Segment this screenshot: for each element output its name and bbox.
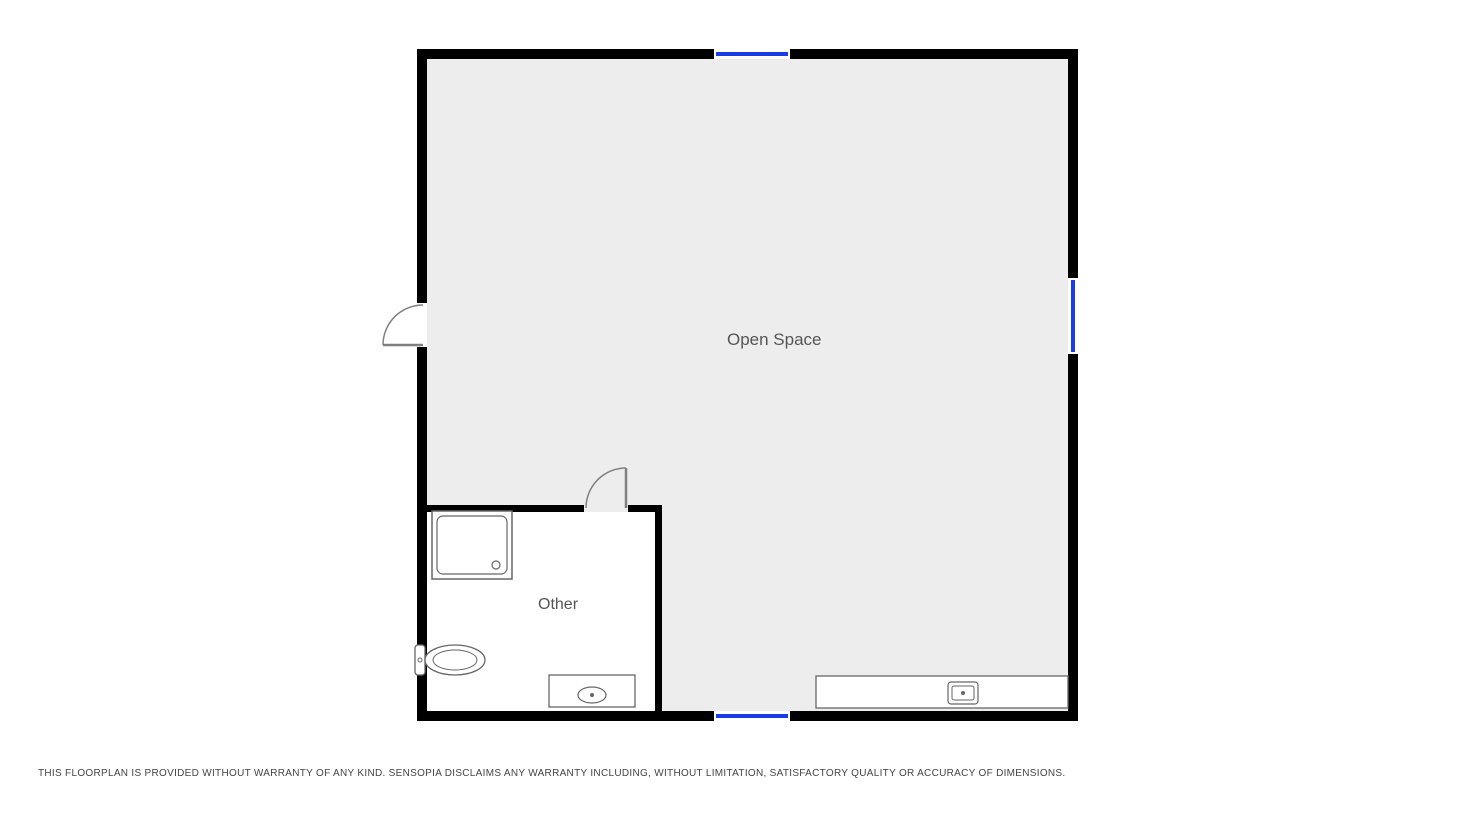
kitchen-counter-icon xyxy=(0,0,1472,828)
open-space-label: Open Space xyxy=(727,330,822,350)
other-room-label: Other xyxy=(538,596,578,614)
disclaimer-text: THIS FLOORPLAN IS PROVIDED WITHOUT WARRA… xyxy=(38,768,1065,779)
floorplan-canvas: Open Space Other THIS FLOORPLAN IS PROVI… xyxy=(0,0,1472,828)
